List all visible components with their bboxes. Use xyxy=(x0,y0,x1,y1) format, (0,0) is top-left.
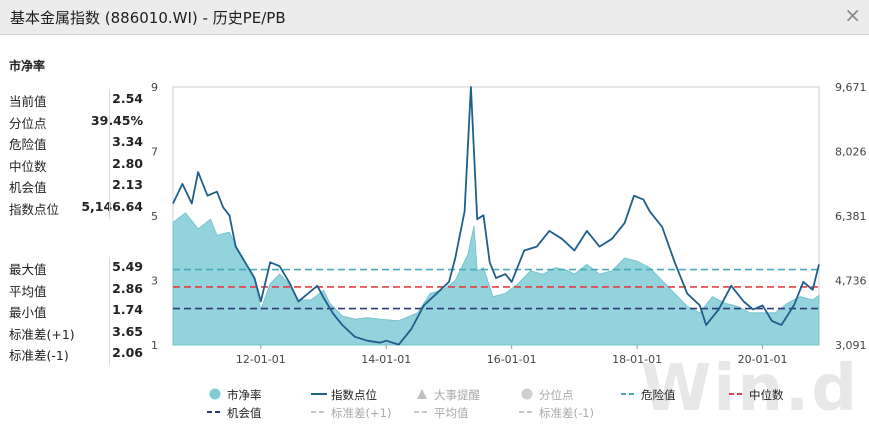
index-line xyxy=(172,86,820,346)
stat-value: 2.13 xyxy=(112,177,143,193)
stat-label: 标准差(-1) xyxy=(9,348,69,364)
x-tick-label: 14-01-01 xyxy=(361,353,411,366)
stat-label: 最小值 xyxy=(9,305,47,321)
y-left-tick-label: 1 xyxy=(151,339,158,352)
y-right-tick-label: 3,091 xyxy=(835,339,867,352)
legend-label: 中位数 xyxy=(749,388,784,402)
window-title: 基本金属指数 (886010.WI) - 历史PE/PB xyxy=(10,9,286,27)
y-right-tick-label: 4,736 xyxy=(835,275,867,288)
stat-label: 中位数 xyxy=(9,158,47,174)
stat-label: 分位点 xyxy=(9,115,47,131)
stat-row: 机会值 2.13 xyxy=(9,175,143,197)
legend-dash-icon xyxy=(729,393,745,395)
legend-label: 市净率 xyxy=(227,388,262,402)
legend-dash-icon xyxy=(414,411,430,413)
x-tick-label: 16-01-01 xyxy=(487,353,537,366)
stat-row: 标准差(-1) 2.06 xyxy=(9,343,143,365)
section-title: 市净率 xyxy=(9,59,46,73)
legend-circle-icon xyxy=(521,388,533,400)
stat-label: 平均值 xyxy=(9,283,47,299)
legend-triangle-icon xyxy=(417,389,427,399)
stat-row: 当前值 2.54 xyxy=(9,89,143,111)
watermark: Win.d xyxy=(640,352,859,426)
y-left-tick-label: 9 xyxy=(151,81,158,94)
stat-value: 2.86 xyxy=(112,280,143,296)
y-left-tick-label: 3 xyxy=(151,275,158,288)
stat-label: 指数点位 xyxy=(9,201,60,217)
stat-divider xyxy=(109,89,110,219)
stat-row: 危险值 3.34 xyxy=(9,132,143,154)
legend-label: 危险值 xyxy=(641,388,676,402)
stats-panel-summary: 最大值 5.49 平均值 2.86 最小值 1.74 标准差(+1) 3.65 标准差(-1) 2… xyxy=(9,257,143,365)
stat-value: 2.54 xyxy=(112,91,143,106)
legend-label: 机会值 xyxy=(227,406,262,420)
stat-divider xyxy=(109,257,110,365)
legend-dash-icon xyxy=(519,411,535,413)
stat-value: 1.74 xyxy=(112,302,143,318)
stat-row: 中位数 2.80 xyxy=(9,154,143,176)
stat-row: 最小值 1.74 xyxy=(9,300,143,322)
x-tick-label: 20-01-01 xyxy=(738,353,788,366)
stat-value: 3.34 xyxy=(112,134,143,150)
legend-line-icon xyxy=(311,393,327,395)
x-tick-label: 12-01-01 xyxy=(236,353,286,366)
legend-label: 指数点位 xyxy=(331,388,377,402)
stat-label: 危险值 xyxy=(9,137,47,153)
close-icon[interactable]: × xyxy=(844,3,861,27)
stat-value: 39.45% xyxy=(90,112,143,128)
stat-value: 3.65 xyxy=(112,323,143,339)
legend-dash-icon xyxy=(621,393,637,395)
y-right-tick-label: 9,671 xyxy=(835,81,867,94)
stat-value: 5.49 xyxy=(112,259,143,274)
x-tick-label: 18-01-01 xyxy=(612,353,662,366)
stat-label: 当前值 xyxy=(9,94,47,109)
pb-area xyxy=(172,212,820,346)
stats-panel-current: 当前值 2.54 分位点 39.45% 危险值 3.34 中位数 2.80 机会值 2.13 指数点… xyxy=(9,89,143,219)
window-titlebar: 基本金属指数 (886010.WI) - 历史PE/PB × xyxy=(0,0,869,35)
stat-label: 标准差(+1) xyxy=(9,326,75,342)
stat-value: 2.06 xyxy=(112,345,143,361)
legend-label: 大事提醒 xyxy=(434,388,480,402)
y-right-tick-label: 8,026 xyxy=(835,146,867,159)
legend-dash-icon xyxy=(311,411,327,413)
legend-circle-icon xyxy=(209,388,221,400)
stat-row: 标准差(+1) 3.65 xyxy=(9,322,143,344)
stat-value: 2.80 xyxy=(112,155,143,171)
stat-row: 指数点位 5,146.64 xyxy=(9,197,143,219)
stat-label: 最大值 xyxy=(9,262,47,277)
legend-label: 标准差(+1) xyxy=(331,406,392,420)
y-left-tick-label: 5 xyxy=(151,210,158,223)
y-right-tick-label: 6,381 xyxy=(835,210,867,223)
stat-row: 平均值 2.86 xyxy=(9,279,143,301)
stat-value: 5,146.64 xyxy=(81,198,143,214)
stat-row: 最大值 5.49 xyxy=(9,257,143,279)
legend-label: 分位点 xyxy=(539,388,574,402)
legend-dash-icon xyxy=(207,411,223,413)
stat-row: 分位点 39.45% xyxy=(9,111,143,133)
stat-label: 机会值 xyxy=(9,180,47,196)
y-left-tick-label: 7 xyxy=(151,146,158,159)
legend-label: 平均值 xyxy=(434,406,469,420)
legend-label: 标准差(-1) xyxy=(539,406,594,420)
